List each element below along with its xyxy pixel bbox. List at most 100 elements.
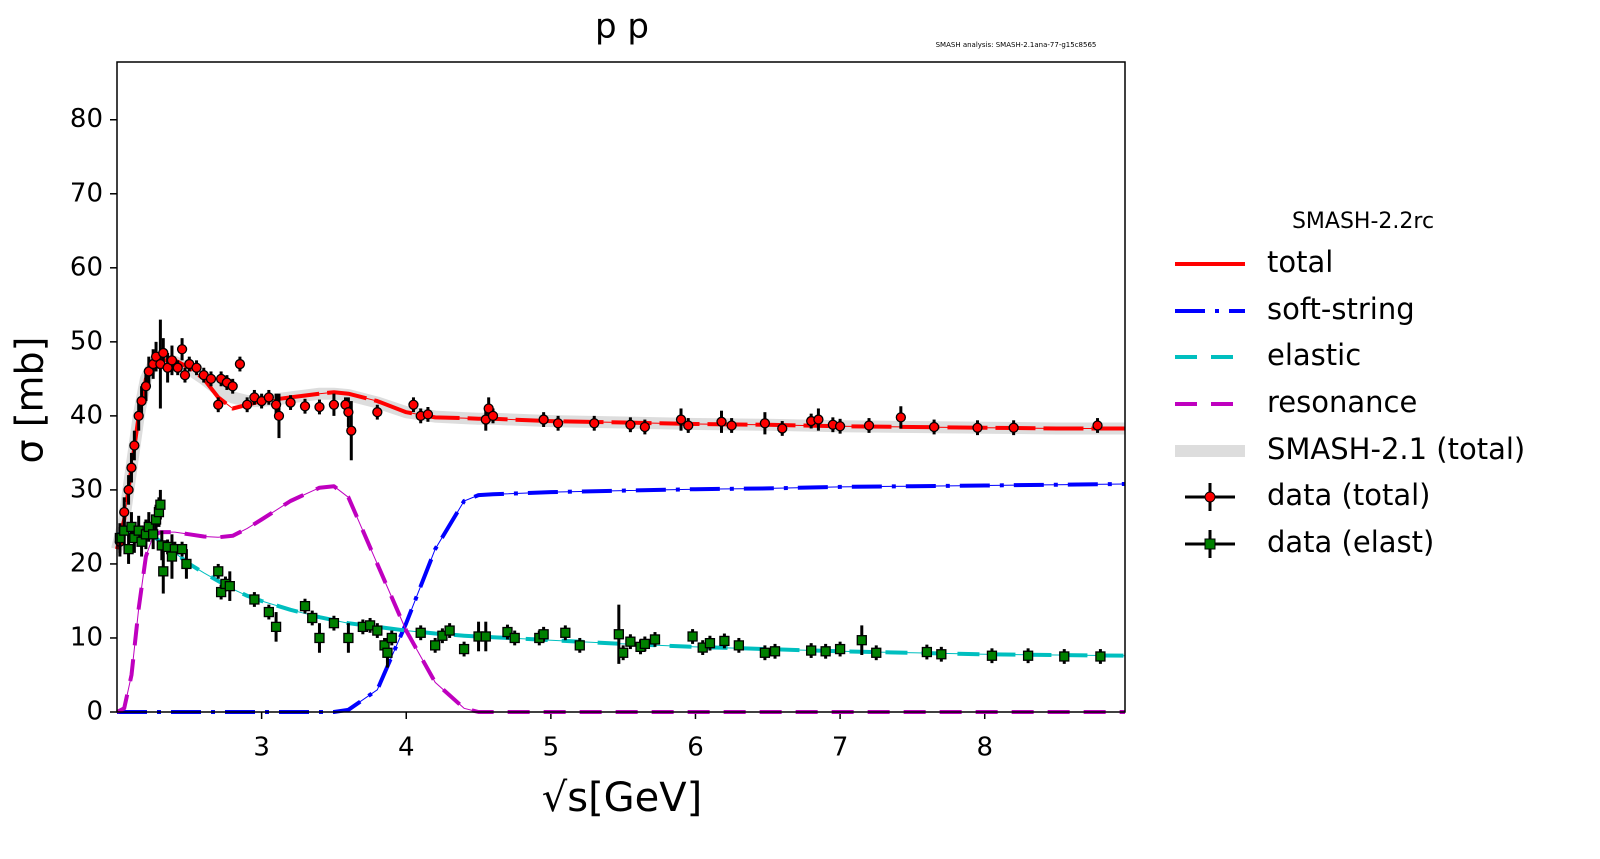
data-point [242,399,253,410]
data-point [895,412,906,423]
legend-swatch [1204,538,1216,550]
y-tick-label: 20 [70,548,103,578]
data-point [719,635,730,647]
data-point [863,420,875,431]
legend-label: soft-string [1267,292,1415,326]
data-point [639,421,651,433]
data-point [538,414,549,425]
y-tick-label: 70 [70,178,103,208]
data-point [372,407,383,418]
legend-label: total [1267,245,1333,279]
data-point [213,399,224,410]
legend-title: SMASH-2.2rc [1292,209,1434,234]
y-tick-label: 50 [70,326,103,356]
data-point [769,646,781,657]
data-point [191,362,202,373]
data-point [618,647,629,658]
data-point [936,649,947,660]
plot-frame [116,61,1126,713]
data-point [986,650,998,661]
data-point [487,410,499,422]
data-point [285,397,296,408]
data-point [834,643,846,655]
data-point [133,410,144,422]
data-point [263,606,275,618]
data-point [299,600,311,612]
data-point [422,409,434,420]
data-point [263,392,275,403]
data-point [270,399,282,410]
series-line [116,484,1125,714]
legend-swatch [1204,491,1216,503]
data-point [759,647,771,658]
data-point [437,630,448,641]
data-point [625,636,636,647]
data-point [415,627,426,638]
data-point [205,373,217,385]
data-point [140,381,152,392]
data-point [307,612,318,624]
data-point [759,418,771,429]
data-point [408,399,419,410]
data-point [1059,651,1070,662]
data-point [1092,420,1103,431]
data-point [921,646,933,658]
legend-label: resonance [1267,385,1417,419]
data-point [560,627,571,638]
series-line [115,358,1125,550]
data-point [224,580,235,592]
data-point [813,414,824,425]
data-point [158,566,169,577]
series-line-thin [116,485,1125,713]
data-point [176,543,188,555]
data-point [119,506,130,518]
data-point [166,551,178,562]
data-point [458,643,470,655]
data-point [158,347,169,359]
x-axis-label: √s[GeV] [542,775,703,821]
y-tick-label: 80 [70,104,103,134]
x-tick-label: 3 [253,733,270,763]
data-point [733,640,745,651]
data-point [589,418,600,429]
data-point [227,381,238,392]
data-point [574,640,585,651]
chart-title: p p [595,7,649,47]
data-point [328,399,340,410]
data-point [273,410,285,422]
data-point [625,419,636,430]
data-point [172,362,183,373]
legend-label: data (total) [1267,478,1430,512]
data-point [1022,650,1034,661]
y-axis-label: σ [mb] [8,337,52,464]
data-point [639,638,651,650]
data-point [346,425,357,436]
data-point [249,594,260,605]
data-point [343,632,354,644]
data-point [123,543,134,555]
data-point [143,366,154,377]
data-point [928,421,940,433]
data-point [234,358,246,370]
y-tick-label: 40 [70,400,103,430]
x-tick-label: 7 [832,733,849,763]
x-tick-label: 5 [543,733,560,763]
data-point [270,621,282,633]
series-line-thin [116,359,1125,550]
x-tick-label: 6 [687,733,704,763]
data-point [726,420,737,431]
data-point [166,355,178,366]
y-tick-label: 0 [86,697,103,727]
data-point [613,629,624,640]
y-tick-label: 60 [70,252,103,282]
data-point [856,635,867,646]
data-point [538,629,549,640]
data-point [213,566,224,577]
data-point [343,407,354,418]
data-point [483,403,494,414]
data-point [364,620,376,631]
data-point [820,646,831,657]
data-point [372,625,383,636]
